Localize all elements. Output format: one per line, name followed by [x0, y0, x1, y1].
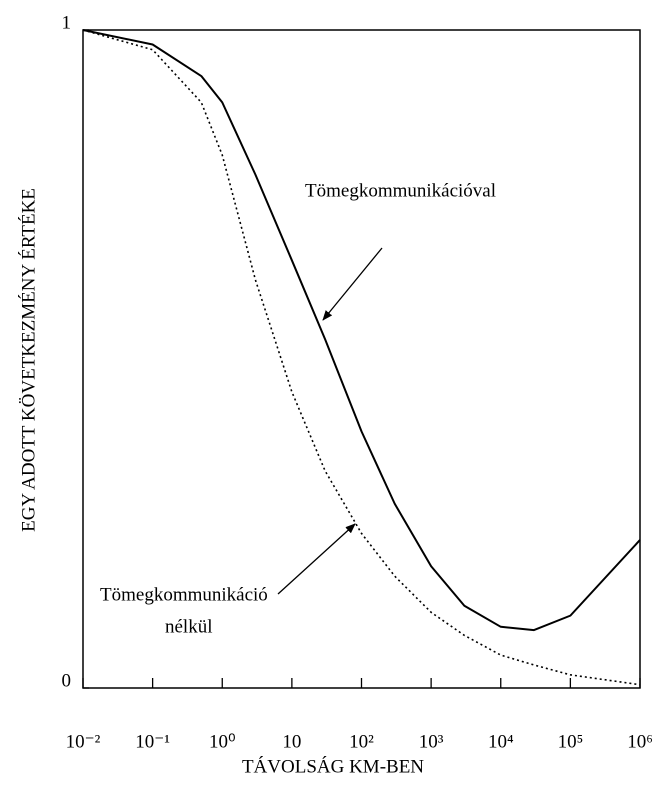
arrow — [277, 523, 356, 595]
x-tick-label: 10⁶ — [627, 731, 653, 752]
y-axis-label: EGY ADOTT KÖVETKEZMÉNY ÉRTÉKE — [17, 188, 39, 532]
x-tick-label: 10⁵ — [558, 731, 584, 752]
y-tick-label: 0 — [62, 670, 72, 691]
annotation: Tömegkommunikációval — [305, 180, 496, 201]
x-tick-label: 10³ — [419, 731, 444, 752]
line-series — [82, 29, 641, 686]
x-tick-label: 10⁰ — [209, 731, 236, 752]
arrow — [322, 247, 383, 321]
x-axis-label: TÁVOLSÁG KM-BEN — [242, 755, 424, 777]
line-series — [82, 29, 641, 632]
y-tick-label: 1 — [62, 12, 72, 33]
x-tick-label: 10⁴ — [488, 731, 514, 752]
annotation: nélkül — [165, 616, 213, 637]
annotation: Tömegkommunikáció — [100, 584, 268, 605]
x-tick-label: 10² — [349, 731, 374, 752]
x-tick-label: 10⁻² — [66, 731, 101, 752]
x-tick-label: 10 — [282, 731, 301, 752]
x-tick-label: 10⁻¹ — [135, 731, 170, 752]
